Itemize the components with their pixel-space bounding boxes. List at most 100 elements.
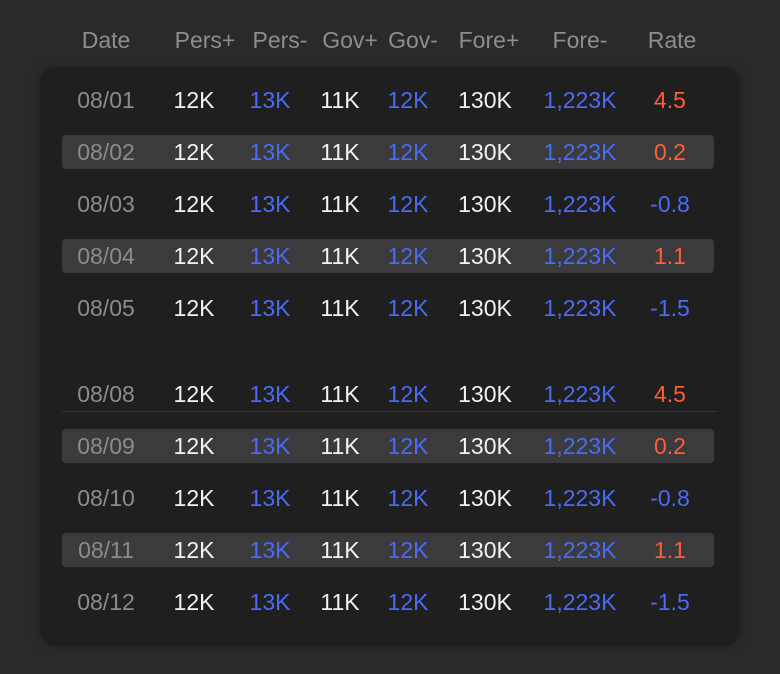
- gov-minus-cell: 12K: [387, 139, 429, 165]
- fore-minus-cell: 1,223K: [543, 139, 617, 165]
- table-row[interactable]: 08/05 12K 13K 11K 12K 130K 1,223K -1.5: [0, 291, 780, 325]
- pers-minus-cell: 13K: [249, 295, 291, 321]
- fore-minus-cell: 1,223K: [543, 243, 617, 269]
- date-cell: 08/02: [77, 139, 135, 165]
- header-pers-minus: Pers-: [252, 27, 308, 53]
- fore-plus-cell: 130K: [458, 485, 512, 511]
- pers-plus-cell: 12K: [173, 243, 215, 269]
- header-pers-plus: Pers+: [174, 27, 236, 53]
- fore-plus-cell: 130K: [458, 381, 512, 407]
- pers-plus-cell: 12K: [173, 139, 215, 165]
- table-row[interactable]: 08/01 12K 13K 11K 12K 130K 1,223K 4.5: [0, 83, 780, 117]
- table-row[interactable]: 08/12 12K 13K 11K 12K 130K 1,223K -1.5: [0, 585, 780, 619]
- gov-plus-cell: 11K: [320, 485, 360, 511]
- table-header: Date Pers+ Pers- Gov+ Gov- Fore+ Fore- R…: [0, 26, 780, 54]
- pers-minus-cell: 13K: [249, 243, 291, 269]
- fore-minus-cell: 1,223K: [543, 537, 617, 563]
- rate-cell: 1.1: [654, 537, 686, 563]
- table-row[interactable]: 08/10 12K 13K 11K 12K 130K 1,223K -0.8: [0, 481, 780, 515]
- pers-plus-cell: 12K: [173, 87, 215, 113]
- fore-plus-cell: 130K: [458, 243, 512, 269]
- gov-plus-cell: 11K: [320, 243, 360, 269]
- fore-minus-cell: 1,223K: [543, 191, 617, 217]
- date-cell: 08/01: [77, 87, 135, 113]
- gov-plus-cell: 11K: [320, 139, 360, 165]
- pers-minus-cell: 13K: [249, 381, 291, 407]
- date-cell: 08/12: [77, 589, 135, 615]
- fore-plus-cell: 130K: [458, 87, 512, 113]
- table-row[interactable]: 08/03 12K 13K 11K 12K 130K 1,223K -0.8: [0, 187, 780, 221]
- gov-plus-cell: 11K: [320, 537, 360, 563]
- fore-minus-cell: 1,223K: [543, 87, 617, 113]
- table-row[interactable]: 08/02 12K 13K 11K 12K 130K 1,223K 0.2: [0, 135, 780, 169]
- rate-cell: 4.5: [654, 87, 686, 113]
- rate-cell: -1.5: [650, 295, 690, 321]
- date-cell: 08/03: [77, 191, 135, 217]
- gov-minus-cell: 12K: [387, 589, 429, 615]
- pers-minus-cell: 13K: [249, 589, 291, 615]
- date-cell: 08/09: [77, 433, 135, 459]
- pers-plus-cell: 12K: [173, 433, 215, 459]
- rate-cell: 4.5: [654, 381, 686, 407]
- table-row[interactable]: 08/04 12K 13K 11K 12K 130K 1,223K 1.1: [0, 239, 780, 273]
- gov-minus-cell: 12K: [387, 295, 429, 321]
- date-cell: 08/04: [77, 243, 135, 269]
- fore-minus-cell: 1,223K: [543, 589, 617, 615]
- week-divider: [62, 411, 718, 412]
- gov-plus-cell: 11K: [320, 381, 360, 407]
- rate-cell: 0.2: [654, 433, 686, 459]
- table-row[interactable]: 08/11 12K 13K 11K 12K 130K 1,223K 1.1: [0, 533, 780, 567]
- pers-minus-cell: 13K: [249, 87, 291, 113]
- fore-plus-cell: 130K: [458, 139, 512, 165]
- date-cell: 08/05: [77, 295, 135, 321]
- gov-plus-cell: 11K: [320, 191, 360, 217]
- header-rate: Rate: [647, 27, 697, 53]
- gov-minus-cell: 12K: [387, 537, 429, 563]
- gov-minus-cell: 12K: [387, 191, 429, 217]
- rate-cell: -1.5: [650, 589, 690, 615]
- pers-minus-cell: 13K: [249, 433, 291, 459]
- date-cell: 08/08: [77, 381, 135, 407]
- header-gov-plus: Gov+: [322, 27, 378, 53]
- fore-plus-cell: 130K: [458, 589, 512, 615]
- date-cell: 08/10: [77, 485, 135, 511]
- gov-minus-cell: 12K: [387, 87, 429, 113]
- table-row[interactable]: 08/08 12K 13K 11K 12K 130K 1,223K 4.5: [0, 377, 780, 411]
- gov-minus-cell: 12K: [387, 243, 429, 269]
- gov-plus-cell: 11K: [320, 295, 360, 321]
- table-row[interactable]: 08/09 12K 13K 11K 12K 130K 1,223K 0.2: [0, 429, 780, 463]
- pers-plus-cell: 12K: [173, 381, 215, 407]
- fore-minus-cell: 1,223K: [543, 295, 617, 321]
- fore-plus-cell: 130K: [458, 295, 512, 321]
- fore-minus-cell: 1,223K: [543, 433, 617, 459]
- rate-cell: 1.1: [654, 243, 686, 269]
- header-date: Date: [81, 27, 131, 53]
- header-fore-minus: Fore-: [552, 27, 608, 53]
- pers-minus-cell: 13K: [249, 139, 291, 165]
- pers-minus-cell: 13K: [249, 537, 291, 563]
- fore-plus-cell: 130K: [458, 191, 512, 217]
- rate-cell: -0.8: [650, 191, 690, 217]
- pers-plus-cell: 12K: [173, 295, 215, 321]
- gov-plus-cell: 11K: [320, 589, 360, 615]
- gov-minus-cell: 12K: [387, 381, 429, 407]
- gov-plus-cell: 11K: [320, 433, 360, 459]
- pers-plus-cell: 12K: [173, 537, 215, 563]
- pers-minus-cell: 13K: [249, 485, 291, 511]
- date-cell: 08/11: [78, 537, 134, 563]
- fore-minus-cell: 1,223K: [543, 485, 617, 511]
- gov-minus-cell: 12K: [387, 433, 429, 459]
- pers-plus-cell: 12K: [173, 191, 215, 217]
- fore-plus-cell: 130K: [458, 537, 512, 563]
- gov-plus-cell: 11K: [320, 87, 360, 113]
- pers-plus-cell: 12K: [173, 485, 215, 511]
- gov-minus-cell: 12K: [387, 485, 429, 511]
- pers-plus-cell: 12K: [173, 589, 215, 615]
- header-fore-plus: Fore+: [458, 27, 520, 53]
- rate-cell: 0.2: [654, 139, 686, 165]
- pers-minus-cell: 13K: [249, 191, 291, 217]
- fore-minus-cell: 1,223K: [543, 381, 617, 407]
- header-gov-minus: Gov-: [388, 27, 438, 53]
- fore-plus-cell: 130K: [458, 433, 512, 459]
- rate-cell: -0.8: [650, 485, 690, 511]
